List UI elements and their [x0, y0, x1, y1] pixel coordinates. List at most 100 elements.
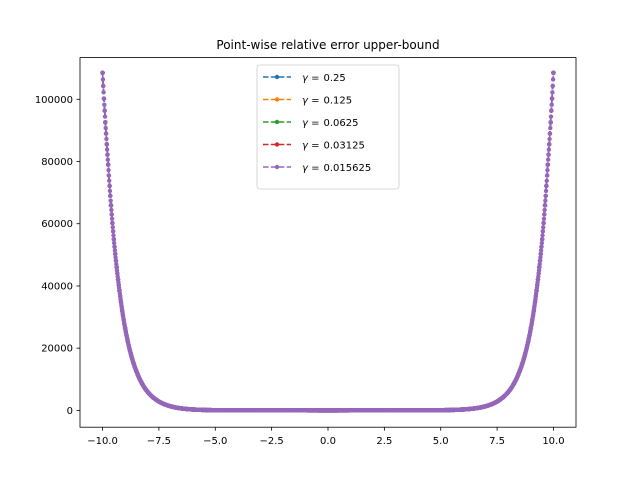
data-point [541, 225, 546, 230]
legend-item: γ = 0.015625 [263, 163, 371, 174]
data-point [542, 207, 547, 213]
data-point [544, 183, 549, 189]
data-point [108, 193, 113, 199]
data-point [102, 102, 107, 107]
data-point [537, 265, 542, 270]
data-point [548, 114, 554, 119]
data-point [551, 70, 556, 76]
legend-symbol: γ = [302, 73, 319, 84]
legend-item: γ = 0.03125 [263, 140, 365, 151]
data-point [109, 212, 114, 217]
y-tick-label: 100000 [35, 95, 73, 106]
data-point [110, 225, 115, 230]
data-point [537, 258, 543, 263]
data-point [109, 216, 115, 221]
data-point [110, 229, 116, 234]
legend-symbol: γ = [302, 95, 319, 106]
series-layer [100, 70, 556, 413]
x-axis: −10.0 −7.5 −5.0 −2.5 0.0 2.5 5.0 7.5 10.0 [87, 427, 565, 447]
legend-marker [274, 74, 280, 80]
data-point [114, 261, 119, 267]
data-point [105, 152, 110, 157]
data-point [101, 90, 106, 95]
data-point [539, 240, 545, 246]
legend-value: 0.0625 [323, 118, 358, 129]
data-point [545, 162, 551, 167]
data-point [543, 188, 549, 194]
legend-label: γ = 0.03125 [302, 140, 365, 151]
data-point [544, 173, 550, 178]
data-point [543, 198, 548, 203]
y-tick-label: 20000 [41, 344, 73, 355]
legend-marker [274, 142, 280, 147]
x-tick-label: 5.0 [433, 436, 449, 447]
data-point [113, 258, 119, 263]
data-point [111, 240, 117, 246]
legend-item: γ = 0.125 [263, 95, 352, 106]
data-point [538, 255, 543, 260]
data-point [101, 96, 107, 101]
data-point [537, 261, 542, 267]
y-tick-label: 0 [67, 406, 73, 417]
data-point [550, 83, 555, 89]
data-point [103, 125, 108, 131]
x-tick-label: −2.5 [259, 436, 283, 447]
data-point [105, 162, 111, 167]
data-point [108, 203, 114, 208]
x-tick-label: −5.0 [203, 436, 227, 447]
data-point [549, 102, 554, 107]
data-point [546, 147, 552, 152]
data-point [547, 142, 552, 147]
legend-item: γ = 0.0625 [263, 118, 358, 129]
data-point [111, 237, 117, 242]
data-point [108, 198, 113, 203]
data-point [538, 248, 544, 253]
x-tick-label: 2.5 [376, 436, 392, 447]
data-point [110, 220, 115, 226]
data-point [104, 136, 109, 142]
data-point [100, 77, 106, 82]
data-point [543, 193, 548, 199]
data-point [545, 167, 550, 173]
data-point [107, 183, 112, 189]
data-point [541, 216, 547, 221]
data-point [548, 120, 553, 125]
data-point [107, 178, 112, 183]
legend-value: 0.25 [323, 73, 345, 84]
legend-value: 0.03125 [323, 140, 364, 151]
legend-box [256, 64, 400, 190]
x-tick-label: 0.0 [320, 436, 336, 447]
data-point [549, 108, 554, 113]
data-point [106, 167, 111, 173]
data-point [538, 251, 543, 257]
series-4 [100, 70, 556, 413]
data-point [550, 90, 555, 95]
data-point [104, 142, 109, 147]
data-point [548, 125, 553, 131]
data-point [103, 120, 108, 125]
legend-label: γ = 0.25 [302, 73, 346, 84]
legend-label: γ = 0.125 [302, 95, 352, 106]
chart-title: Point-wise relative error upper-bound [216, 38, 439, 52]
legend-value: 0.015625 [323, 163, 371, 174]
data-point [101, 83, 106, 89]
x-tick-label: 10.0 [542, 436, 564, 447]
data-point [544, 178, 549, 183]
legend-marker [274, 119, 280, 125]
y-axis: 0 20000 40000 60000 80000 100000 [35, 95, 80, 417]
data-point [106, 173, 112, 178]
data-point [547, 131, 553, 136]
legend-label: γ = 0.015625 [302, 163, 371, 174]
data-point [540, 233, 545, 238]
data-point [100, 70, 105, 76]
data-point [109, 207, 114, 213]
data-point [542, 203, 548, 208]
x-tick-label: 7.5 [489, 436, 505, 447]
data-point [549, 96, 555, 101]
data-point [546, 152, 551, 157]
data-point [113, 251, 118, 257]
data-point [539, 237, 545, 242]
data-point [107, 188, 113, 194]
y-tick-label: 60000 [41, 219, 73, 230]
